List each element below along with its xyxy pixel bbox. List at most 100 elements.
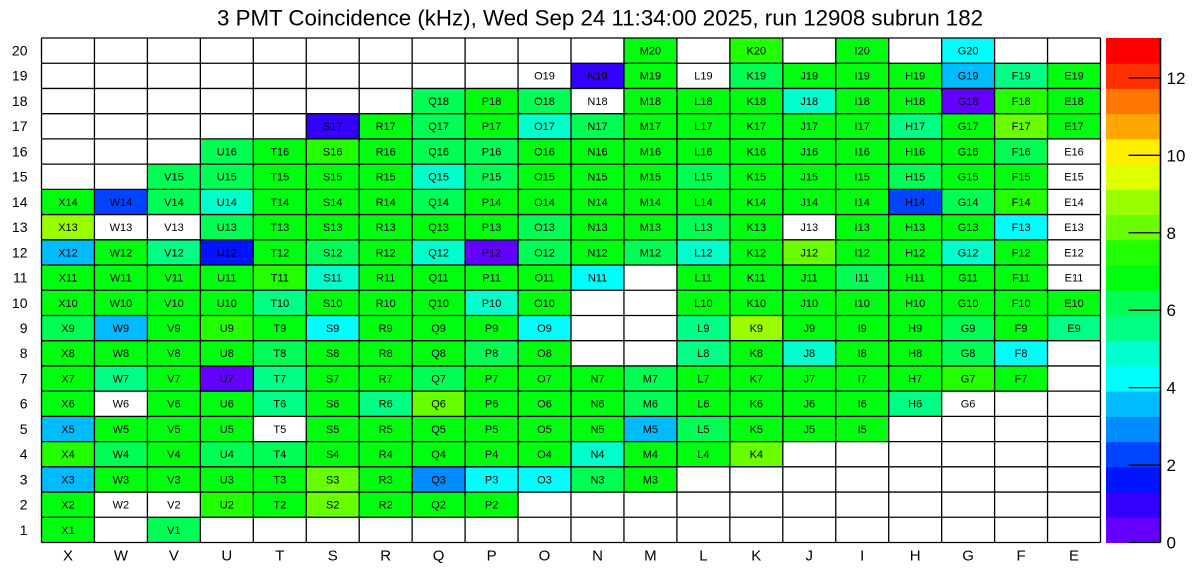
svg-text:X8: X8 [61,348,74,360]
svg-text:S11: S11 [323,273,342,285]
svg-text:G8: G8 [961,348,976,360]
svg-text:N: N [592,547,603,564]
svg-text:K13: K13 [747,222,767,234]
svg-text:F18: F18 [1012,96,1031,108]
svg-text:P11: P11 [482,273,501,285]
svg-text:M13: M13 [640,222,661,234]
svg-text:T3: T3 [273,474,286,486]
svg-text:H17: H17 [905,121,925,133]
svg-text:O5: O5 [537,424,552,436]
svg-text:Q8: Q8 [431,348,446,360]
svg-text:G20: G20 [958,46,979,58]
svg-text:G18: G18 [958,96,979,108]
svg-text:U12: U12 [217,247,237,259]
svg-text:M: M [644,547,657,564]
svg-text:M17: M17 [640,121,661,133]
svg-text:K5: K5 [750,424,763,436]
svg-text:X13: X13 [58,222,78,234]
svg-text:M16: M16 [640,146,661,158]
svg-text:W8: W8 [113,348,130,360]
svg-text:Q9: Q9 [431,323,446,335]
svg-text:P12: P12 [482,247,502,259]
svg-text:E18: E18 [1064,96,1084,108]
svg-text:K6: K6 [750,399,763,411]
svg-text:N12: N12 [587,247,607,259]
svg-text:E16: E16 [1064,146,1084,158]
svg-text:W13: W13 [110,222,133,234]
svg-text:T16: T16 [270,146,289,158]
svg-text:N19: N19 [587,71,607,83]
svg-text:U2: U2 [220,500,234,512]
svg-text:J12: J12 [800,247,818,259]
svg-text:M5: M5 [643,424,658,436]
svg-text:I20: I20 [855,46,870,58]
svg-text:X1: X1 [61,525,74,537]
svg-text:E13: E13 [1064,222,1084,234]
svg-text:Q11: Q11 [429,273,449,285]
svg-text:K14: K14 [747,197,767,209]
svg-text:H11: H11 [906,273,925,285]
svg-text:I11: I11 [855,273,869,285]
svg-text:O6: O6 [537,399,552,411]
svg-text:L8: L8 [697,348,709,360]
svg-text:F10: F10 [1012,298,1031,310]
svg-text:S6: S6 [326,399,339,411]
svg-text:F12: F12 [1012,247,1031,259]
svg-text:W12: W12 [110,247,133,259]
svg-text:T8: T8 [273,348,286,360]
svg-text:W10: W10 [110,298,133,310]
svg-text:U6: U6 [220,399,234,411]
svg-text:Q17: Q17 [428,121,449,133]
svg-text:U7: U7 [220,373,234,385]
svg-text:V4: V4 [167,449,180,461]
svg-text:O9: O9 [537,323,552,335]
svg-text:R3: R3 [379,474,393,486]
svg-text:R5: R5 [379,424,393,436]
svg-text:H16: H16 [905,146,925,158]
svg-text:12: 12 [1167,69,1186,88]
svg-text:X7: X7 [61,373,74,385]
svg-text:M4: M4 [643,449,658,461]
svg-text:U10: U10 [217,298,237,310]
svg-text:K10: K10 [747,298,767,310]
svg-text:X14: X14 [58,197,78,209]
svg-text:V1: V1 [167,525,180,537]
svg-text:K18: K18 [747,96,767,108]
svg-text:P15: P15 [482,172,502,184]
svg-text:3: 3 [20,471,28,487]
svg-text:S5: S5 [326,424,339,436]
svg-text:M18: M18 [640,96,661,108]
svg-text:I: I [860,547,864,564]
svg-text:L19: L19 [694,71,712,83]
svg-text:W: W [114,547,129,564]
svg-text:J9: J9 [803,323,815,335]
svg-text:E10: E10 [1064,298,1084,310]
svg-text:M7: M7 [643,373,658,385]
svg-text:15: 15 [12,169,28,185]
svg-text:P5: P5 [485,424,498,436]
svg-text:P10: P10 [482,298,502,310]
svg-text:U: U [221,547,232,564]
svg-text:K16: K16 [747,146,767,158]
svg-text:P3: P3 [485,474,498,486]
svg-text:R2: R2 [379,500,393,512]
svg-text:S4: S4 [326,449,339,461]
svg-text:H12: H12 [905,247,925,259]
svg-text:T15: T15 [270,172,289,184]
svg-text:U16: U16 [217,146,237,158]
svg-text:L9: L9 [697,323,709,335]
svg-text:O3: O3 [537,474,552,486]
svg-text:V12: V12 [164,247,184,259]
svg-text:R8: R8 [379,348,393,360]
svg-text:3 PMT Coincidence (kHz), Wed S: 3 PMT Coincidence (kHz), Wed Sep 24 11:3… [217,6,983,31]
svg-text:I13: I13 [855,222,870,234]
svg-text:6: 6 [20,396,28,412]
svg-text:E: E [1069,547,1079,564]
svg-text:Q15: Q15 [428,172,449,184]
svg-text:13: 13 [12,219,28,235]
svg-text:S15: S15 [323,172,343,184]
svg-text:U15: U15 [217,172,237,184]
svg-text:P2: P2 [485,500,498,512]
svg-text:L5: L5 [697,424,709,436]
svg-text:R14: R14 [376,197,396,209]
